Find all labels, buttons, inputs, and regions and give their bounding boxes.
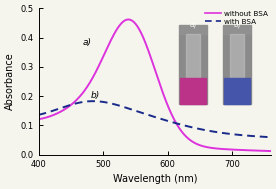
Text: b): b): [90, 91, 99, 100]
Y-axis label: Absorbance: Absorbance: [5, 53, 15, 110]
Text: a): a): [83, 38, 91, 47]
Legend: without BSA, with BSA: without BSA, with BSA: [205, 11, 267, 25]
X-axis label: Wavelength (nm): Wavelength (nm): [113, 174, 197, 184]
